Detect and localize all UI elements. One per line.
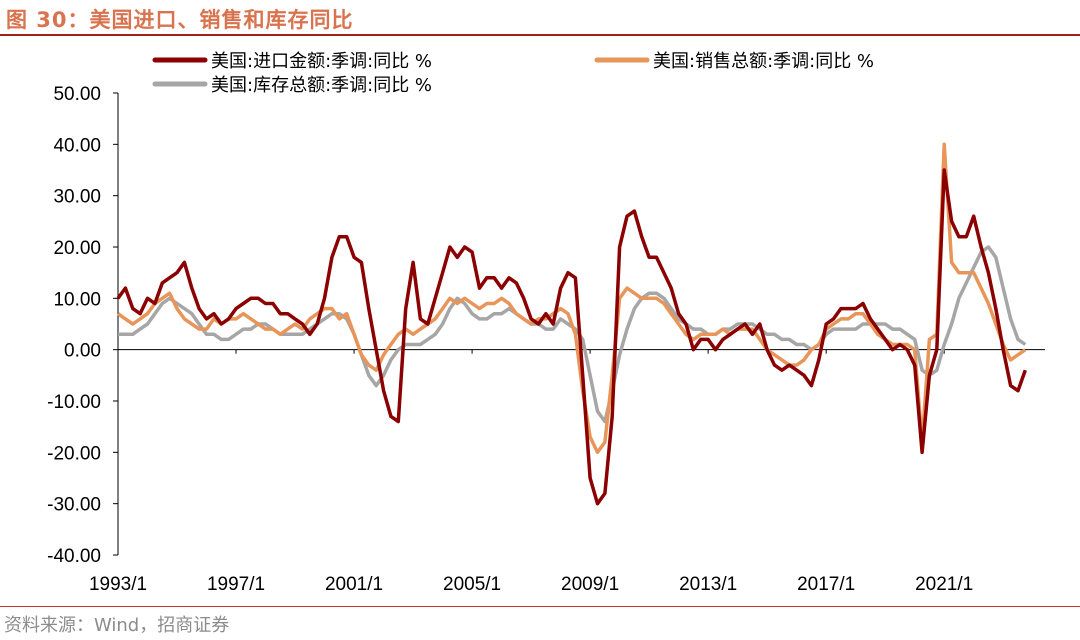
- y-tick-label: 50.00: [53, 84, 101, 105]
- y-tick-label: -20.00: [47, 443, 101, 464]
- y-tick-label: 20.00: [53, 238, 101, 259]
- x-tick-label: 1997/1: [207, 574, 265, 595]
- x-tick-label: 2017/1: [797, 574, 855, 595]
- x-tick-label: 2005/1: [443, 574, 501, 595]
- title-divider: [0, 34, 1080, 36]
- legend-label: 美国:库存总额:季调:同比 %: [211, 75, 432, 96]
- y-tick-label: 0.00: [64, 341, 101, 362]
- x-tick-label: 1993/1: [89, 574, 147, 595]
- x-tick-label: 2013/1: [679, 574, 737, 595]
- chart-title: 图 30：美国进口、销售和库存同比: [6, 8, 354, 32]
- x-tick-label: 2021/1: [915, 574, 973, 595]
- legend-label: 美国:进口金额:季调:同比 %: [211, 51, 432, 72]
- y-tick-label: -30.00: [47, 495, 101, 516]
- series-line-1: [116, 168, 1027, 506]
- source-note: 资料来源：Wind，招商证券: [4, 615, 230, 636]
- source-divider: [0, 606, 1080, 607]
- series-line-2: [116, 142, 1027, 455]
- y-tick-label: 30.00: [53, 187, 101, 208]
- y-tick-label: 10.00: [53, 289, 101, 310]
- y-tick-label: -10.00: [47, 392, 101, 413]
- x-tick-label: 2001/1: [325, 574, 383, 595]
- y-tick-label: -40.00: [47, 546, 101, 567]
- y-tick-label: 40.00: [53, 135, 101, 156]
- legend-label: 美国:销售总额:季调:同比 %: [653, 51, 874, 72]
- x-tick-label: 2009/1: [561, 574, 619, 595]
